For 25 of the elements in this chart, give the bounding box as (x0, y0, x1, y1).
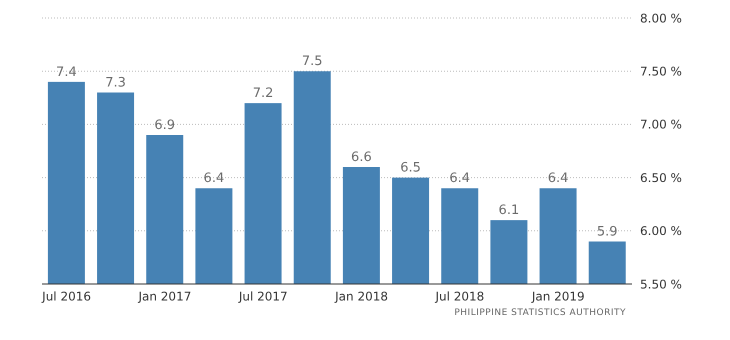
data-label: 7.5 (302, 54, 323, 70)
y-tick-label: 6.00 % (640, 224, 682, 238)
data-label: 7.4 (56, 64, 77, 80)
data-label: 6.1 (498, 203, 520, 218)
y-tick-label: 5.50 % (640, 277, 682, 292)
data-label: 7.2 (252, 86, 274, 102)
y-tick-label: 6.50 % (640, 170, 682, 185)
data-label: 6.4 (548, 171, 568, 186)
data-label: 6.6 (351, 150, 372, 165)
data-label: 6.4 (449, 171, 470, 186)
data-label: 6.9 (154, 118, 176, 134)
data-label: 6.4 (204, 171, 224, 186)
x-tick-label: Jul 2018 (434, 290, 484, 304)
x-tick-label: Jul 2017 (238, 290, 288, 304)
data-label: 6.5 (400, 160, 421, 176)
y-tick-label: 7.50 % (640, 64, 682, 78)
x-tick-label: Jan 2018 (334, 290, 388, 304)
x-tick-label: Jan 2019 (530, 290, 585, 304)
data-label: 5.9 (596, 224, 618, 240)
data-label: 7.3 (105, 75, 126, 90)
y-tick-label: 7.00 % (640, 118, 682, 132)
x-tick-label: Jan 2017 (137, 290, 192, 304)
x-tick-label: Jul 2016 (41, 290, 92, 304)
text: PHILIPPINE STATISTICS AUTHORITY (454, 308, 626, 318)
y-tick-label: 8.00 % (640, 11, 682, 26)
